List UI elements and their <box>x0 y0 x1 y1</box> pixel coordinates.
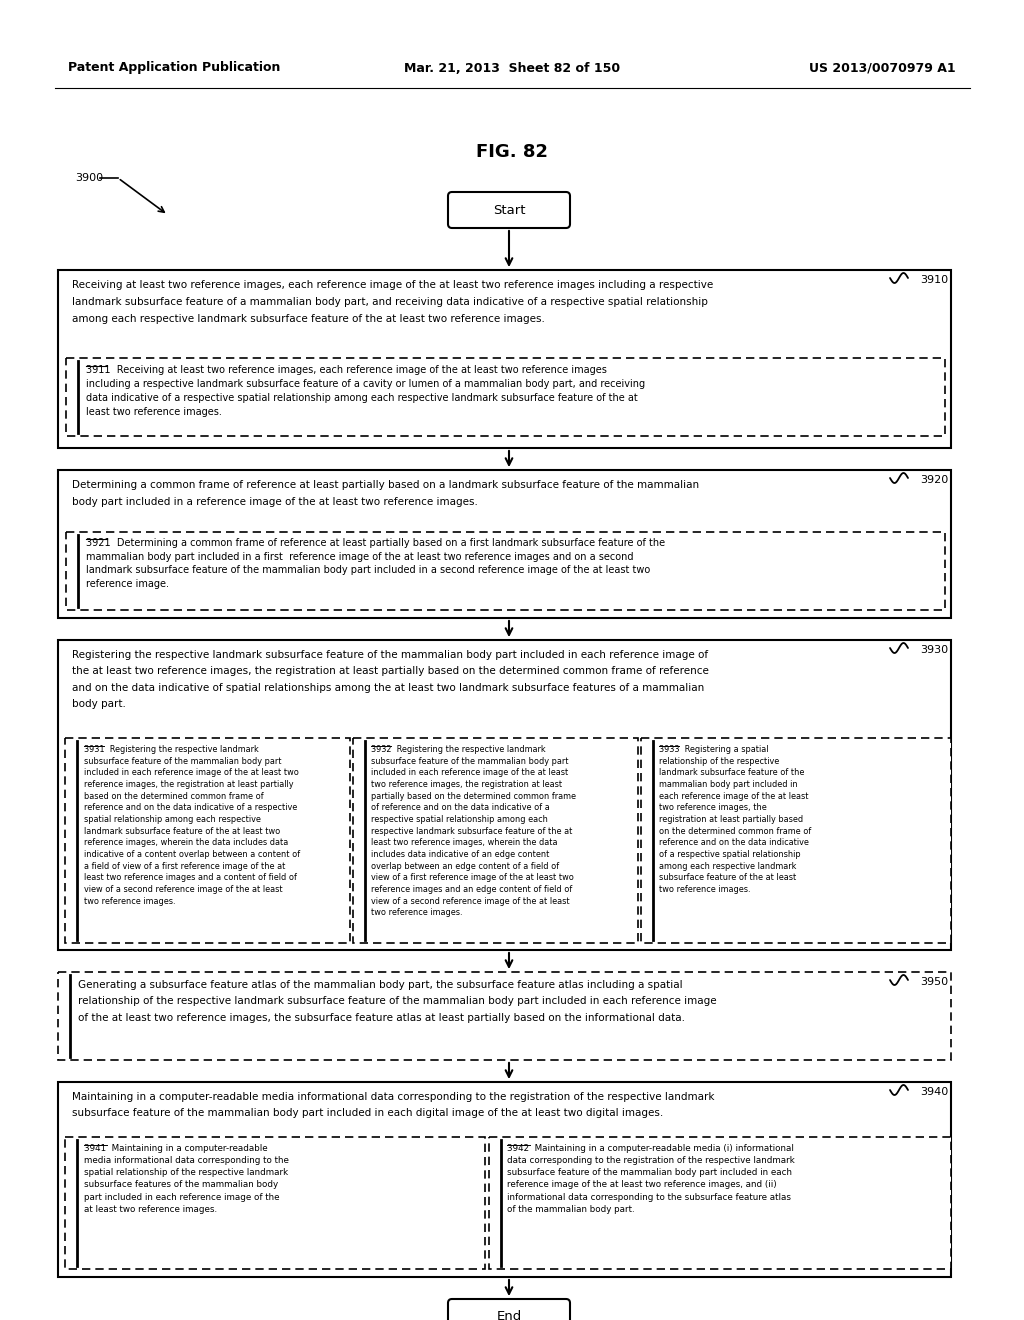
Text: Start: Start <box>493 203 525 216</box>
Text: 3911  Receiving at least two reference images, each reference image of the at le: 3911 Receiving at least two reference im… <box>86 366 645 417</box>
Text: US 2013/0070979 A1: US 2013/0070979 A1 <box>809 62 956 74</box>
Text: Determining a common frame of reference at least partially based on a landmark s: Determining a common frame of reference … <box>72 480 699 507</box>
Bar <box>489 1137 951 1269</box>
Text: 3920: 3920 <box>920 475 948 484</box>
Text: 3940: 3940 <box>920 1086 948 1097</box>
Text: End: End <box>497 1311 521 1320</box>
Text: Receiving at least two reference images, each reference image of the at least tw: Receiving at least two reference images,… <box>72 280 714 325</box>
FancyBboxPatch shape <box>449 191 570 228</box>
Text: Maintaining in a computer-readable media informational data corresponding to the: Maintaining in a computer-readable media… <box>72 1092 715 1118</box>
Text: 3950: 3950 <box>920 977 948 987</box>
Text: 3931  Registering the respective landmark
subsurface feature of the mammalian bo: 3931 Registering the respective landmark… <box>84 744 300 906</box>
Text: 3930: 3930 <box>920 645 948 655</box>
Bar <box>65 1137 485 1269</box>
Text: 3910: 3910 <box>920 275 948 285</box>
Bar <box>641 738 951 942</box>
Bar <box>65 738 350 942</box>
Bar <box>58 271 951 447</box>
Bar <box>66 532 945 610</box>
Text: 3921  Determining a common frame of reference at least partially based on a firs: 3921 Determining a common frame of refer… <box>86 539 666 589</box>
Text: 3932  Registering the respective landmark
subsurface feature of the mammalian bo: 3932 Registering the respective landmark… <box>371 744 575 917</box>
Text: FIG. 82: FIG. 82 <box>476 143 548 161</box>
Text: 3933  Registering a spatial
relationship of the respective
landmark subsurface f: 3933 Registering a spatial relationship … <box>659 744 811 894</box>
Bar <box>58 640 951 950</box>
Bar <box>353 738 638 942</box>
Text: 3942  Maintaining in a computer-readable media (i) informational
data correspond: 3942 Maintaining in a computer-readable … <box>507 1144 795 1214</box>
FancyBboxPatch shape <box>449 1299 570 1320</box>
Text: Generating a subsurface feature atlas of the mammalian body part, the subsurface: Generating a subsurface feature atlas of… <box>78 979 717 1023</box>
Text: Mar. 21, 2013  Sheet 82 of 150: Mar. 21, 2013 Sheet 82 of 150 <box>403 62 621 74</box>
Text: Patent Application Publication: Patent Application Publication <box>68 62 281 74</box>
Bar <box>58 1082 951 1276</box>
Bar <box>66 358 945 436</box>
Bar <box>58 972 951 1060</box>
Text: 3941  Maintaining in a computer-readable
media informational data corresponding : 3941 Maintaining in a computer-readable … <box>84 1144 289 1214</box>
Text: Registering the respective landmark subsurface feature of the mammalian body par: Registering the respective landmark subs… <box>72 649 709 709</box>
Text: 3900: 3900 <box>75 173 103 183</box>
Bar <box>58 470 951 618</box>
